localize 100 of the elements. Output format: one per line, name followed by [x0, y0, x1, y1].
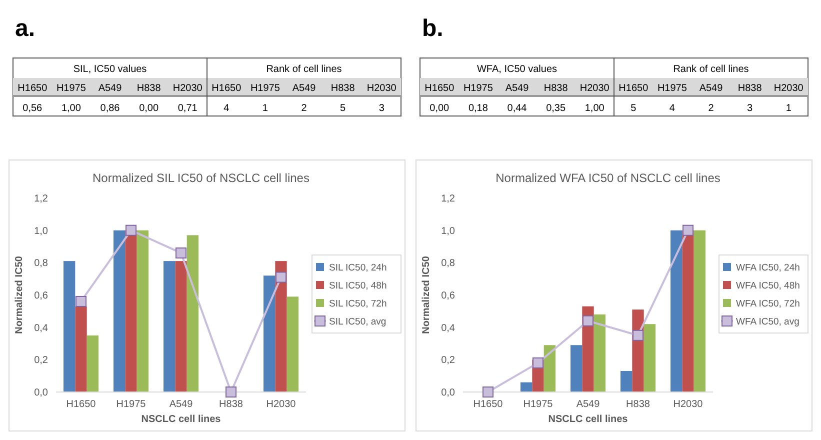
- bar: [136, 230, 148, 392]
- bar: [175, 261, 187, 392]
- legend-label: SIL IC50, 72h: [329, 298, 387, 310]
- category-label: A549: [292, 83, 316, 94]
- chart-title: Normalized SIL IC50 of NSCLC cell lines: [92, 171, 310, 185]
- y-tick-label: 0,8: [441, 258, 456, 270]
- x-tick-label: H2030: [266, 399, 296, 410]
- legend-label: SIL IC50, avg: [329, 316, 386, 328]
- category-label: H2030: [366, 83, 396, 94]
- bar: [644, 324, 656, 392]
- y-tick-label: 0,6: [441, 290, 456, 302]
- x-tick-label: A549: [169, 399, 194, 410]
- category-label: H2030: [580, 83, 610, 94]
- point: [582, 315, 594, 326]
- legend-label: SIL IC50, 48h: [329, 280, 387, 292]
- y-tick-label: 1,2: [441, 194, 456, 204]
- category-label: H2030: [774, 83, 804, 94]
- bar: [682, 230, 694, 392]
- category-label: H838: [330, 83, 355, 94]
- bar: [86, 335, 98, 392]
- category-label: H838: [136, 83, 162, 94]
- y-tick-label: 0,4: [34, 322, 48, 334]
- category-label: H838: [738, 83, 762, 94]
- point: [176, 247, 186, 258]
- data-label: 1: [262, 103, 268, 114]
- text: Rank of cell lines: [266, 64, 342, 75]
- x-tick-label: A549: [576, 399, 600, 410]
- bar: [125, 230, 137, 392]
- point: [276, 272, 286, 283]
- y-tick-label: 1,0: [34, 226, 48, 237]
- y-tick-label: 0,6: [34, 290, 48, 302]
- x-tick-label: H1650: [473, 399, 504, 410]
- data-label: 0,71: [178, 103, 198, 114]
- y-tick-label: 0,2: [34, 355, 48, 366]
- bar: [286, 296, 298, 392]
- point: [226, 386, 236, 398]
- text: Rank of cell lines: [673, 64, 749, 75]
- y-tick-label: 0,0: [441, 388, 456, 398]
- bar: [264, 276, 276, 392]
- category-label: H1650: [424, 83, 455, 94]
- point: [532, 357, 544, 368]
- y-axis-title: Normalized IC50: [14, 256, 25, 334]
- category-label: A549: [505, 83, 530, 94]
- text: WFA, IC50 values: [476, 64, 558, 75]
- chart-title: Normalized WFA IC50 of NSCLC cell lines: [496, 171, 720, 185]
- data-label: 2: [301, 103, 308, 114]
- bar: [75, 306, 87, 392]
- bar: [520, 382, 532, 392]
- category-label: H1650: [18, 83, 48, 94]
- bar: [620, 370, 632, 392]
- point: [632, 330, 644, 341]
- x-axis-title: NSCLC cell lines: [141, 414, 222, 425]
- x-tick-label: H1975: [116, 399, 146, 410]
- x-tick-label: H1975: [523, 399, 554, 410]
- bar: [594, 314, 606, 392]
- point: [126, 224, 136, 236]
- bar: [164, 261, 176, 392]
- data-label: 0,00: [139, 103, 159, 114]
- data-label: 0,86: [100, 103, 120, 114]
- category-label: H1650: [212, 83, 242, 94]
- bar: [186, 235, 198, 392]
- data-label: 0,35: [546, 103, 566, 114]
- data-label: 4: [669, 103, 676, 114]
- category-label: H1650: [618, 83, 648, 94]
- data-label: 1,00: [61, 103, 82, 114]
- legend-label: SIL IC50, 24h: [329, 262, 387, 274]
- bar: [544, 345, 556, 392]
- bar: [670, 230, 682, 392]
- legend-label: WFA IC50, 48h: [736, 280, 800, 292]
- data-label: 2: [708, 103, 714, 114]
- point: [682, 224, 694, 236]
- data-label: 3: [378, 103, 385, 114]
- y-tick-label: 0,4: [441, 322, 456, 334]
- bar: [694, 230, 706, 392]
- y-tick-label: 0,2: [441, 355, 456, 366]
- bar: [114, 230, 126, 392]
- category-label: H2030: [172, 83, 203, 94]
- text: a.: [15, 15, 36, 42]
- x-tick-label: H838: [626, 399, 650, 410]
- legend-label: WFA IC50, avg: [736, 316, 800, 328]
- text: b.: [422, 15, 444, 42]
- category-label: H1975: [56, 83, 86, 94]
- y-axis-title: Normalized IC50: [421, 256, 432, 334]
- data-label: 0,44: [507, 103, 528, 114]
- category-label: H1975: [463, 83, 494, 94]
- data-label: 4: [224, 103, 230, 114]
- legend-label: WFA IC50, 24h: [736, 262, 800, 274]
- bar: [64, 261, 76, 392]
- x-tick-label: H838: [219, 399, 244, 410]
- y-tick-label: 0,8: [34, 258, 48, 270]
- x-tick-label: H2030: [673, 399, 704, 410]
- point: [482, 386, 494, 398]
- point: [76, 296, 86, 307]
- bar: [570, 345, 582, 392]
- data-label: 0,18: [468, 103, 488, 114]
- data-label: 1,00: [584, 103, 605, 114]
- data-label: 5: [630, 103, 637, 114]
- category-label: H838: [544, 83, 568, 94]
- legend-label: WFA IC50, 72h: [736, 298, 800, 310]
- category-label: A549: [98, 83, 122, 94]
